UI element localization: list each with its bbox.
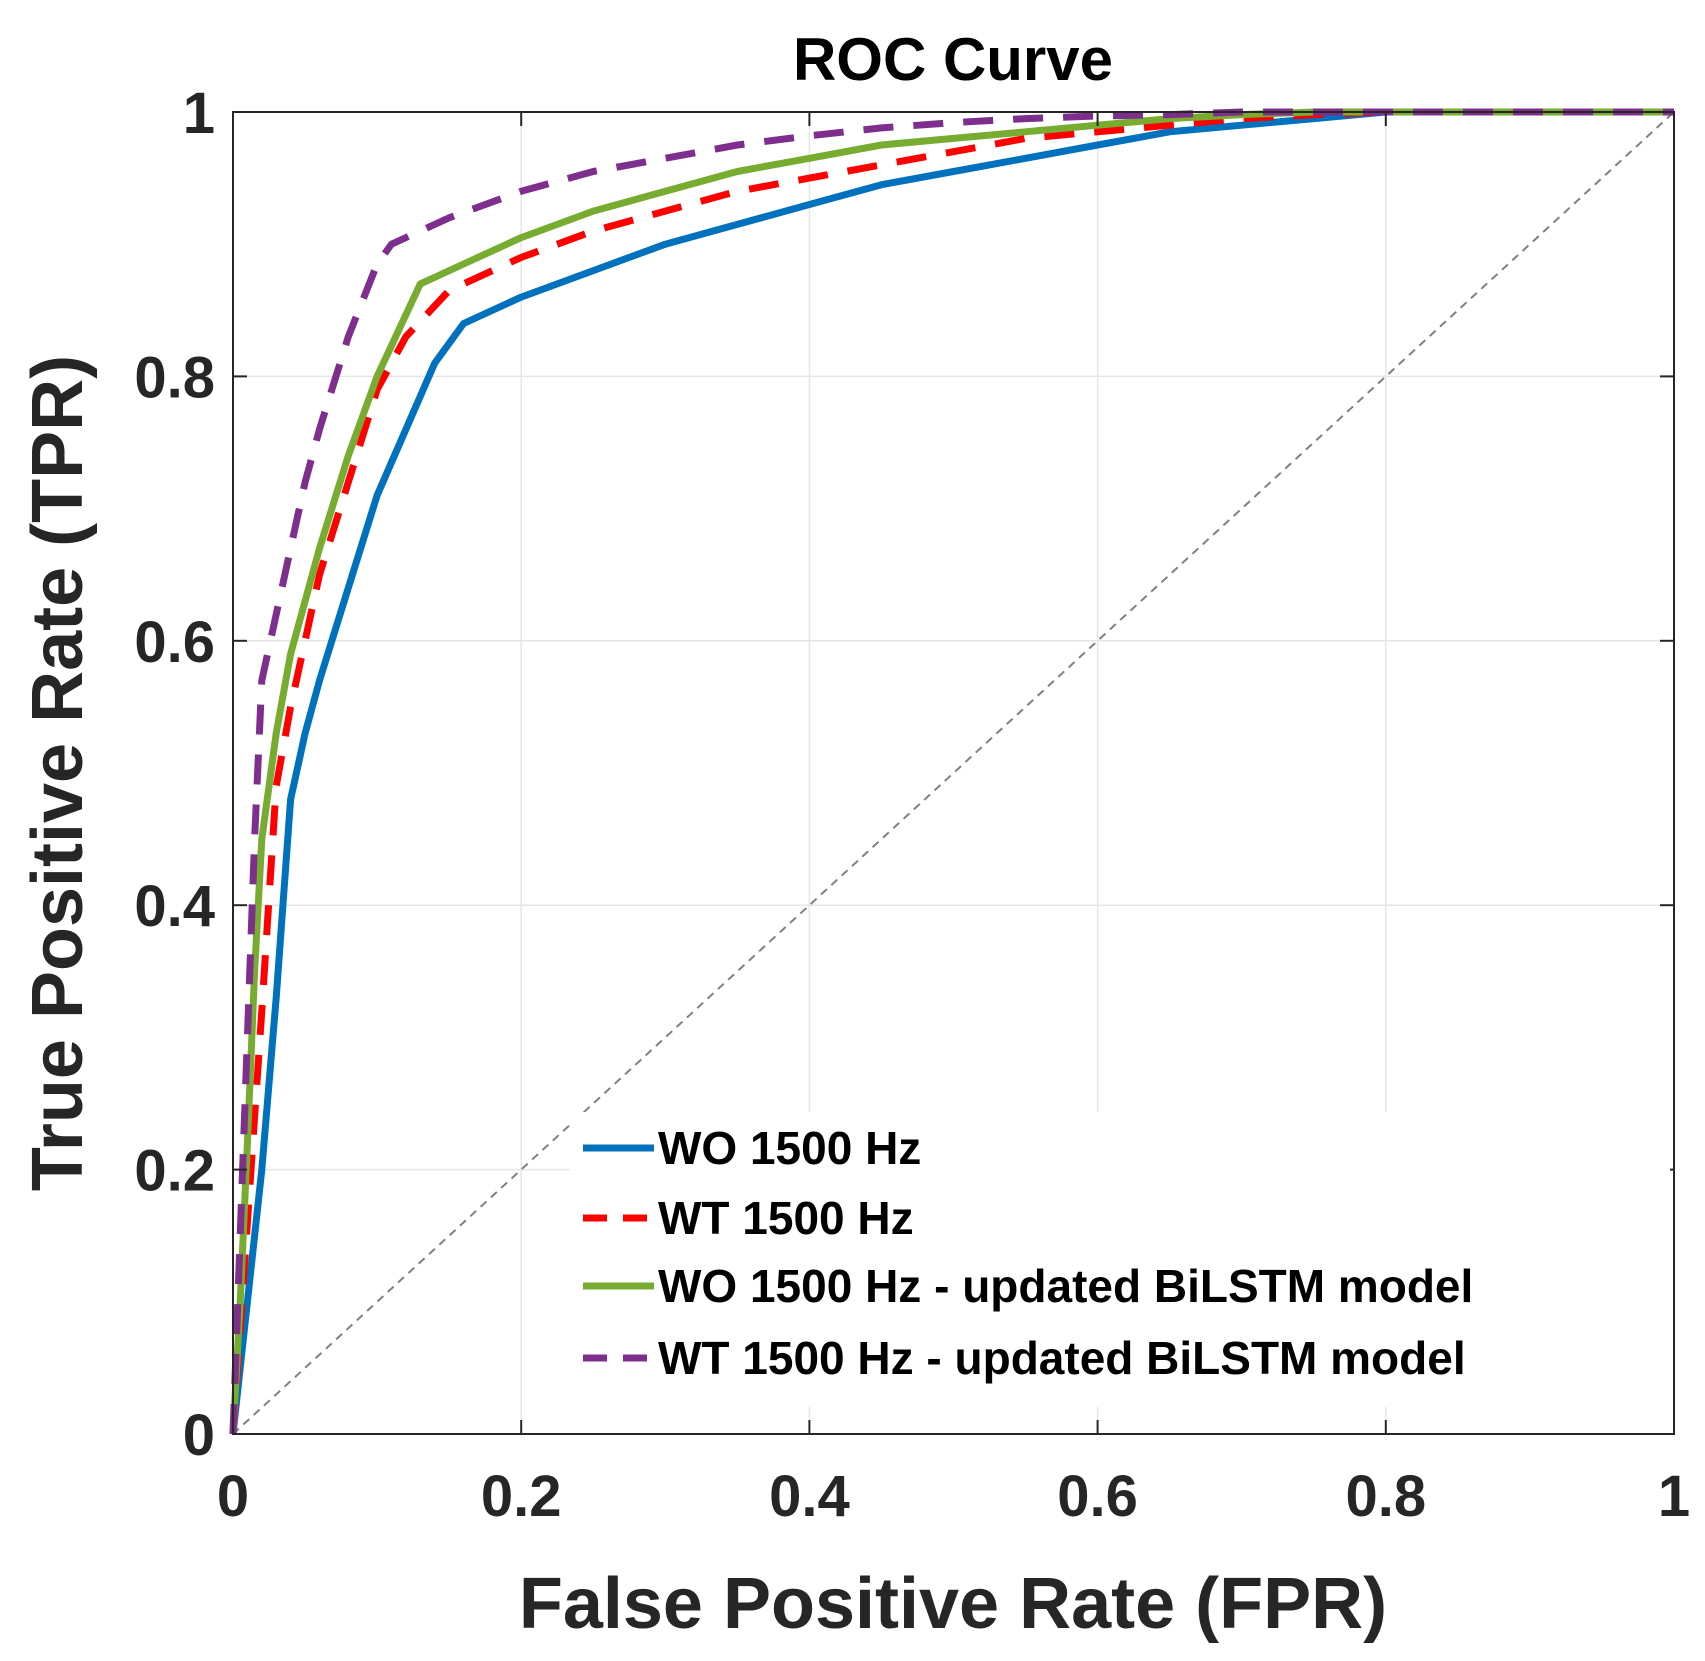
legend-item-wt-1500: WT 1500 Hz	[583, 1192, 914, 1244]
x-tick-label: 0.8	[1345, 1464, 1426, 1529]
y-tick-label: 0.4	[134, 874, 215, 939]
legend-label-wt-1500-bilstm: WT 1500 Hz - updated BiLSTM model	[658, 1332, 1466, 1384]
legend-label-wo-1500: WO 1500 Hz	[658, 1122, 921, 1174]
y-tick-label: 0	[183, 1403, 215, 1468]
tick-marks	[232, 111, 1675, 1435]
legend: WO 1500 Hz WT 1500 Hz WO 1500 Hz - updat…	[570, 1112, 1670, 1407]
y-tick-label: 0.8	[134, 345, 215, 410]
legend-box	[570, 1112, 1670, 1407]
series-lines	[229, 108, 1674, 1435]
x-tick-label: 0	[217, 1464, 249, 1529]
legend-item-wo-1500-bilstm: WO 1500 Hz - updated BiLSTM model	[583, 1260, 1473, 1312]
y-axis-label: True Positive Rate (TPR)	[18, 355, 98, 1191]
series-line-2	[229, 108, 1674, 1435]
y-tick-labels: 0 0.2 0.4 0.6 0.8 1	[134, 81, 215, 1468]
y-tick-label: 0.6	[134, 610, 215, 675]
x-tick-label: 0.2	[481, 1464, 562, 1529]
legend-label-wt-1500: WT 1500 Hz	[658, 1192, 914, 1244]
x-tick-labels: 0 0.2 0.4 0.6 0.8 1	[217, 1464, 1690, 1529]
legend-label-wo-1500-bilstm: WO 1500 Hz - updated BiLSTM model	[658, 1260, 1473, 1312]
series-line-3	[229, 108, 1674, 1435]
grid-lines	[233, 112, 1674, 1434]
legend-item-wt-1500-bilstm: WT 1500 Hz - updated BiLSTM model	[583, 1332, 1466, 1384]
y-tick-label: 1	[183, 81, 215, 146]
y-tick-label: 0.2	[134, 1139, 215, 1204]
x-axis-label: False Positive Rate (FPR)	[519, 1564, 1387, 1644]
chance-diagonal-line	[232, 111, 1675, 1435]
x-tick-label: 0.6	[1057, 1464, 1138, 1529]
legend-item-wo-1500: WO 1500 Hz	[583, 1122, 921, 1174]
series-line-1	[229, 108, 1674, 1435]
chart-title: ROC Curve	[793, 26, 1113, 93]
x-tick-label: 0.4	[769, 1464, 850, 1529]
axes-box	[232, 111, 1675, 1435]
series-line-4	[229, 108, 1674, 1435]
x-tick-label: 1	[1658, 1464, 1690, 1529]
